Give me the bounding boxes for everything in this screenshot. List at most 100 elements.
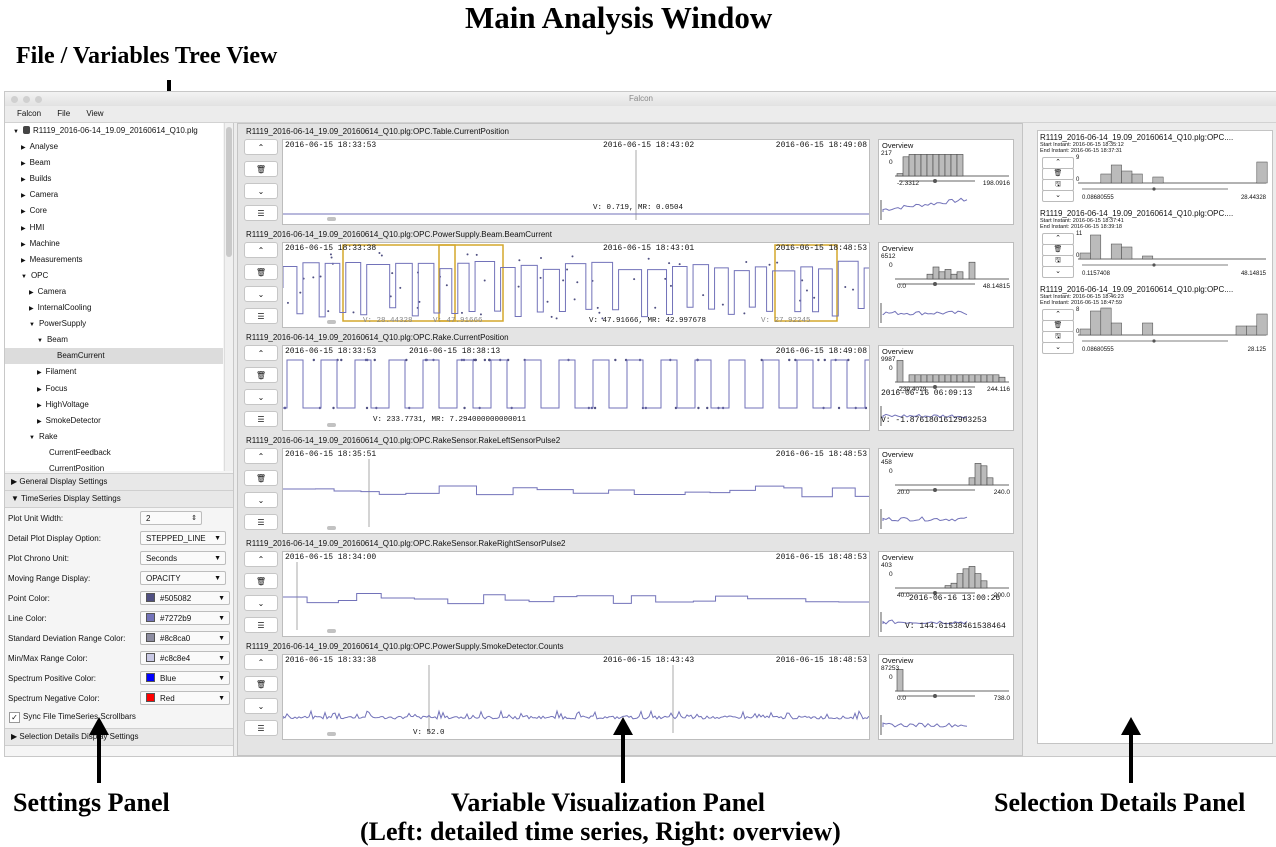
selection-settings-header[interactable]: ▶ Selection Details Display Settings xyxy=(5,728,233,746)
horizontal-scrollbar-thumb[interactable] xyxy=(327,526,336,530)
move-up-button[interactable]: ⌃ xyxy=(244,139,278,155)
tree-item-builds[interactable]: ▶ Builds xyxy=(5,171,223,187)
tree-item-beam[interactable]: ▼ Beam xyxy=(5,332,223,348)
tree-scrollbar[interactable] xyxy=(224,123,233,471)
collapsed-arrow-icon[interactable]: ▶ xyxy=(21,145,26,152)
selection-down-button[interactable]: ⌄ xyxy=(1042,342,1074,354)
color-picker[interactable]: Red ▼ xyxy=(140,691,230,705)
expanded-arrow-icon[interactable]: ▼ xyxy=(29,434,35,441)
delete-button[interactable]: 🗑 xyxy=(244,161,278,177)
overview-panel[interactable]: Overview 9987 0 -239.4079 244.116 2016-06-16 … xyxy=(878,345,1014,431)
expanded-arrow-icon[interactable]: ▼ xyxy=(29,322,35,329)
selection-down-button[interactable]: ⌄ xyxy=(1042,190,1074,202)
collapsed-arrow-icon[interactable]: ▶ xyxy=(21,225,26,232)
menu-falcon[interactable]: Falcon xyxy=(17,109,42,118)
settings-button[interactable]: ☰ xyxy=(244,308,278,324)
delete-button[interactable]: 🗑 xyxy=(244,367,278,383)
close-window-button[interactable] xyxy=(11,96,18,103)
collapsed-arrow-icon[interactable]: ▶ xyxy=(21,241,26,248)
detail-timeseries-plot[interactable]: 2016-06-15 18:33:53 2016-06-15 18:38:13 20… xyxy=(282,345,870,431)
detail-timeseries-plot[interactable]: 2016-06-15 18:35:51 2016-06-15 18:48:53 xyxy=(282,448,870,534)
detail-timeseries-plot[interactable]: 2016-06-15 18:33:38 2016-06-15 18:43:01 20… xyxy=(282,242,870,328)
tree-item-camera[interactable]: ▶ Camera xyxy=(5,284,223,300)
collapsed-arrow-icon[interactable]: ▶ xyxy=(37,402,42,409)
move-up-button[interactable]: ⌃ xyxy=(244,654,278,670)
tree-item-powersupply[interactable]: ▼ PowerSupply xyxy=(5,316,223,332)
collapsed-arrow-icon[interactable]: ▶ xyxy=(21,177,26,184)
sync-scrollbars-checkbox[interactable]: ✓ xyxy=(9,712,20,723)
move-down-button[interactable]: ⌄ xyxy=(244,183,278,199)
tree-item-beamcurrent[interactable]: BeamCurrent xyxy=(5,348,223,365)
tree-item-core[interactable]: ▶ Core xyxy=(5,203,223,219)
tree-item-internalcooling[interactable]: ▶ InternalCooling xyxy=(5,300,223,316)
horizontal-scrollbar-thumb[interactable] xyxy=(327,217,336,221)
tree-scrollbar-thumb[interactable] xyxy=(226,127,232,257)
collapsed-arrow-icon[interactable]: ▶ xyxy=(21,193,26,200)
move-up-button[interactable]: ⌃ xyxy=(244,242,278,258)
delete-button[interactable]: 🗑 xyxy=(244,264,278,280)
plot-unit-width-spinner[interactable]: 2 ⇕ xyxy=(140,511,202,525)
tree-item-analyse[interactable]: ▶ Analyse xyxy=(5,139,223,155)
tree-item-currentfeedback[interactable]: CurrentFeedback xyxy=(5,445,223,461)
color-picker[interactable]: #c8c8e4 ▼ xyxy=(140,651,230,665)
collapsed-arrow-icon[interactable]: ▶ xyxy=(29,306,34,313)
overview-panel[interactable]: Overview 87253 0 0.0 738.0 xyxy=(878,654,1014,740)
option-select[interactable]: OPACITY ▼ xyxy=(140,571,226,585)
collapsed-arrow-icon[interactable]: ▶ xyxy=(21,257,26,264)
horizontal-scrollbar-thumb[interactable] xyxy=(327,732,336,736)
delete-button[interactable]: 🗑 xyxy=(244,573,278,589)
tree-item-beam[interactable]: ▶ Beam xyxy=(5,155,223,171)
option-select[interactable]: STEPPED_LINE ▼ xyxy=(140,531,226,545)
move-down-button[interactable]: ⌄ xyxy=(244,389,278,405)
collapsed-arrow-icon[interactable]: ▶ xyxy=(21,209,26,216)
delete-button[interactable]: 🗑 xyxy=(244,676,278,692)
option-select[interactable]: Seconds ▼ xyxy=(140,551,226,565)
settings-button[interactable]: ☰ xyxy=(244,514,278,530)
overview-panel[interactable]: Overview 217 0 -2.3312 198.0916 xyxy=(878,139,1014,225)
move-up-button[interactable]: ⌃ xyxy=(244,345,278,361)
collapsed-arrow-icon[interactable]: ▶ xyxy=(21,161,26,168)
collapsed-arrow-icon[interactable]: ▶ xyxy=(37,370,42,377)
tree-item-rake[interactable]: ▼ Rake xyxy=(5,429,223,445)
expanded-arrow-icon[interactable]: ▼ xyxy=(21,273,27,280)
settings-button[interactable]: ☰ xyxy=(244,720,278,736)
move-down-button[interactable]: ⌄ xyxy=(244,698,278,714)
color-picker[interactable]: #7272b9 ▼ xyxy=(140,611,230,625)
tree-item-opc[interactable]: ▼ OPC xyxy=(5,268,223,284)
menu-view[interactable]: View xyxy=(86,109,104,118)
minimize-window-button[interactable] xyxy=(23,96,30,103)
tree-item-smokedetector[interactable]: ▶ SmokeDetector xyxy=(5,413,223,429)
horizontal-scrollbar-thumb[interactable] xyxy=(327,320,336,324)
settings-button[interactable]: ☰ xyxy=(244,617,278,633)
detail-timeseries-plot[interactable]: 2016-06-15 18:34:00 2016-06-15 18:48:53 xyxy=(282,551,870,637)
tree-item-r1119-2016-06-14-19-09-20160614-q10-plg[interactable]: ▼ R1119_2016-06-14_19.09_20160614_Q10.plg xyxy=(5,123,223,139)
settings-button[interactable]: ☰ xyxy=(244,411,278,427)
overview-panel[interactable]: Overview 6512 0 0.0 48.14815 xyxy=(878,242,1014,328)
horizontal-scrollbar-thumb[interactable] xyxy=(327,629,336,633)
color-picker[interactable]: #505082 ▼ xyxy=(140,591,230,605)
tree-item-currentposition[interactable]: CurrentPosition xyxy=(5,461,223,471)
delete-button[interactable]: 🗑 xyxy=(244,470,278,486)
tree-item-focus[interactable]: ▶ Focus xyxy=(5,381,223,397)
collapsed-arrow-icon[interactable]: ▶ xyxy=(37,386,42,393)
expanded-arrow-icon[interactable]: ▼ xyxy=(13,129,19,135)
tree-item-highvoltage[interactable]: ▶ HighVoltage xyxy=(5,397,223,413)
menu-file[interactable]: File xyxy=(57,109,71,118)
detail-timeseries-plot[interactable]: 2016-06-15 18:33:53 2016-06-15 18:43:02 20… xyxy=(282,139,870,225)
move-down-button[interactable]: ⌄ xyxy=(244,595,278,611)
detail-timeseries-plot[interactable]: 2016-06-15 18:33:38 2016-06-15 18:43:43 20… xyxy=(282,654,870,740)
selection-down-button[interactable]: ⌄ xyxy=(1042,266,1074,278)
color-picker[interactable]: #8c8ca0 ▼ xyxy=(140,631,230,645)
zoom-window-button[interactable] xyxy=(35,96,42,103)
general-settings-header[interactable]: ▶ General Display Settings xyxy=(5,473,233,491)
tree-item-hmi[interactable]: ▶ HMI xyxy=(5,220,223,236)
tree-item-filament[interactable]: ▶ Filament xyxy=(5,364,223,380)
timeseries-settings-header[interactable]: ▼ TimeSeries Display Settings xyxy=(5,491,233,508)
tree-item-machine[interactable]: ▶ Machine xyxy=(5,236,223,252)
settings-button[interactable]: ☰ xyxy=(244,205,278,221)
tree-item-measurements[interactable]: ▶ Measurements xyxy=(5,252,223,268)
move-down-button[interactable]: ⌄ xyxy=(244,492,278,508)
horizontal-scrollbar-thumb[interactable] xyxy=(327,423,336,427)
color-picker[interactable]: Blue ▼ xyxy=(140,671,230,685)
move-up-button[interactable]: ⌃ xyxy=(244,448,278,464)
